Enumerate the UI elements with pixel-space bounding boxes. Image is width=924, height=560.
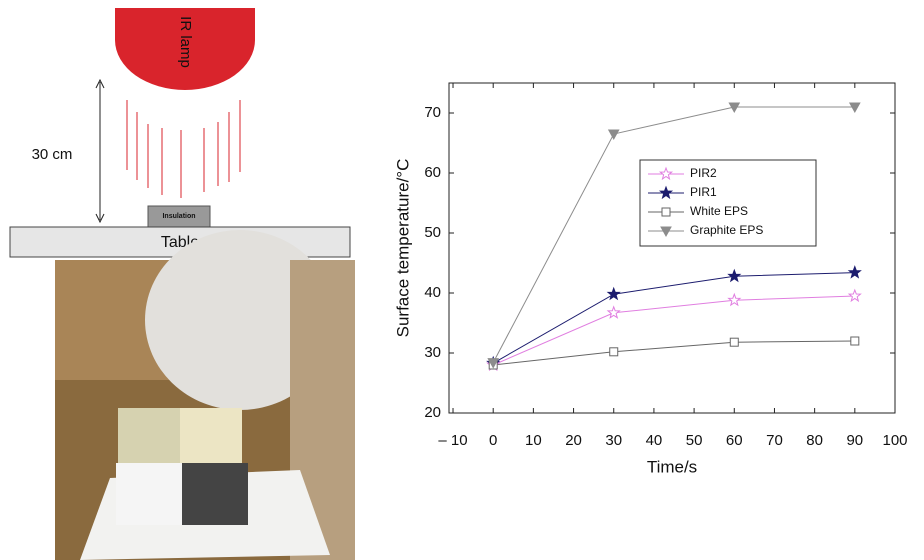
- marker: [729, 294, 740, 305]
- series-line: [493, 296, 855, 365]
- y-tick-label: 70: [424, 104, 441, 121]
- x-tick-label: – 10: [438, 432, 467, 449]
- marker: [730, 338, 738, 346]
- line-chart: Time/s Surface temperature/°C – 10 0 10 20 3…: [393, 83, 907, 476]
- x-tick-label: 90: [846, 432, 863, 449]
- series-line: [493, 273, 855, 364]
- y-axis-label: Surface temperature/°C: [393, 159, 412, 338]
- x-tick-label: 0: [489, 432, 497, 449]
- photo: [55, 230, 355, 560]
- x-tick-label: 40: [646, 432, 663, 449]
- setup-diagram: IR lamp 30 cm Insulation Table: [10, 8, 350, 257]
- plot-frame: [449, 83, 895, 413]
- ir-rays: [127, 100, 240, 198]
- legend-label: White EPS: [690, 204, 748, 218]
- y-tick-label: 40: [424, 284, 441, 301]
- marker: [608, 288, 619, 299]
- x-axis-label: Time/s: [647, 457, 697, 476]
- marker: [610, 348, 618, 356]
- marker: [729, 270, 740, 281]
- x-tick-label: 50: [686, 432, 703, 449]
- x-tick-label: 20: [565, 432, 582, 449]
- y-tick-label: 20: [424, 404, 441, 421]
- marker: [851, 337, 859, 345]
- y-tick-label: 30: [424, 344, 441, 361]
- x-tick-label: 70: [766, 432, 783, 449]
- marker: [849, 290, 860, 301]
- x-tick-label: 10: [525, 432, 542, 449]
- distance-label: 30 cm: [32, 146, 73, 163]
- figure: IR lamp 30 cm Insulation Table Time/s Su…: [0, 0, 924, 560]
- marker: [609, 130, 619, 139]
- marker: [608, 307, 619, 318]
- x-tick-label: 100: [882, 432, 907, 449]
- x-tick-label: 80: [806, 432, 823, 449]
- sample-label: Insulation: [162, 213, 195, 220]
- marker: [849, 267, 860, 278]
- y-tick-label: 50: [424, 224, 441, 241]
- lamp-label: IR lamp: [177, 16, 194, 68]
- y-tick-label: 60: [424, 164, 441, 181]
- legend-label: Graphite EPS: [690, 223, 763, 237]
- marker: [662, 208, 670, 216]
- legend-label: PIR1: [690, 185, 717, 199]
- x-tick-label: 60: [726, 432, 743, 449]
- legend-label: PIR2: [690, 166, 717, 180]
- x-tick-label: 30: [605, 432, 622, 449]
- series-line: [493, 341, 855, 365]
